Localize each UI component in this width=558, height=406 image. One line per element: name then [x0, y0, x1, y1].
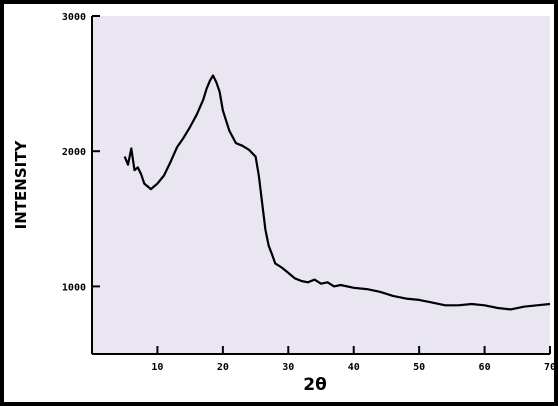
- x-tick-label: 50: [413, 362, 425, 373]
- y-tick-label: 2000: [62, 147, 86, 158]
- x-tick-label: 20: [217, 362, 229, 373]
- plot-area: [92, 16, 550, 354]
- y-axis-label: INTENSITY: [12, 140, 30, 230]
- y-tick-label: 1000: [62, 282, 86, 293]
- x-tick-label: 10: [151, 362, 163, 373]
- xrd-chart: 1000 2000 3000 10 20 30 40 50 60 70 INTENSITY 2θ: [12, 12, 554, 395]
- x-tick-label: 30: [282, 362, 294, 373]
- chart-frame: 1000 2000 3000 10 20 30 40 50 60 70 INTENSITY 2θ: [4, 4, 554, 402]
- x-tick-label: 70: [544, 362, 554, 373]
- x-tick-label: 40: [348, 362, 360, 373]
- series-line: [123, 74, 551, 311]
- x-axis-label: 2θ: [303, 375, 327, 395]
- x-tick-label: 60: [479, 362, 491, 373]
- y-tick-label: 3000: [62, 12, 86, 23]
